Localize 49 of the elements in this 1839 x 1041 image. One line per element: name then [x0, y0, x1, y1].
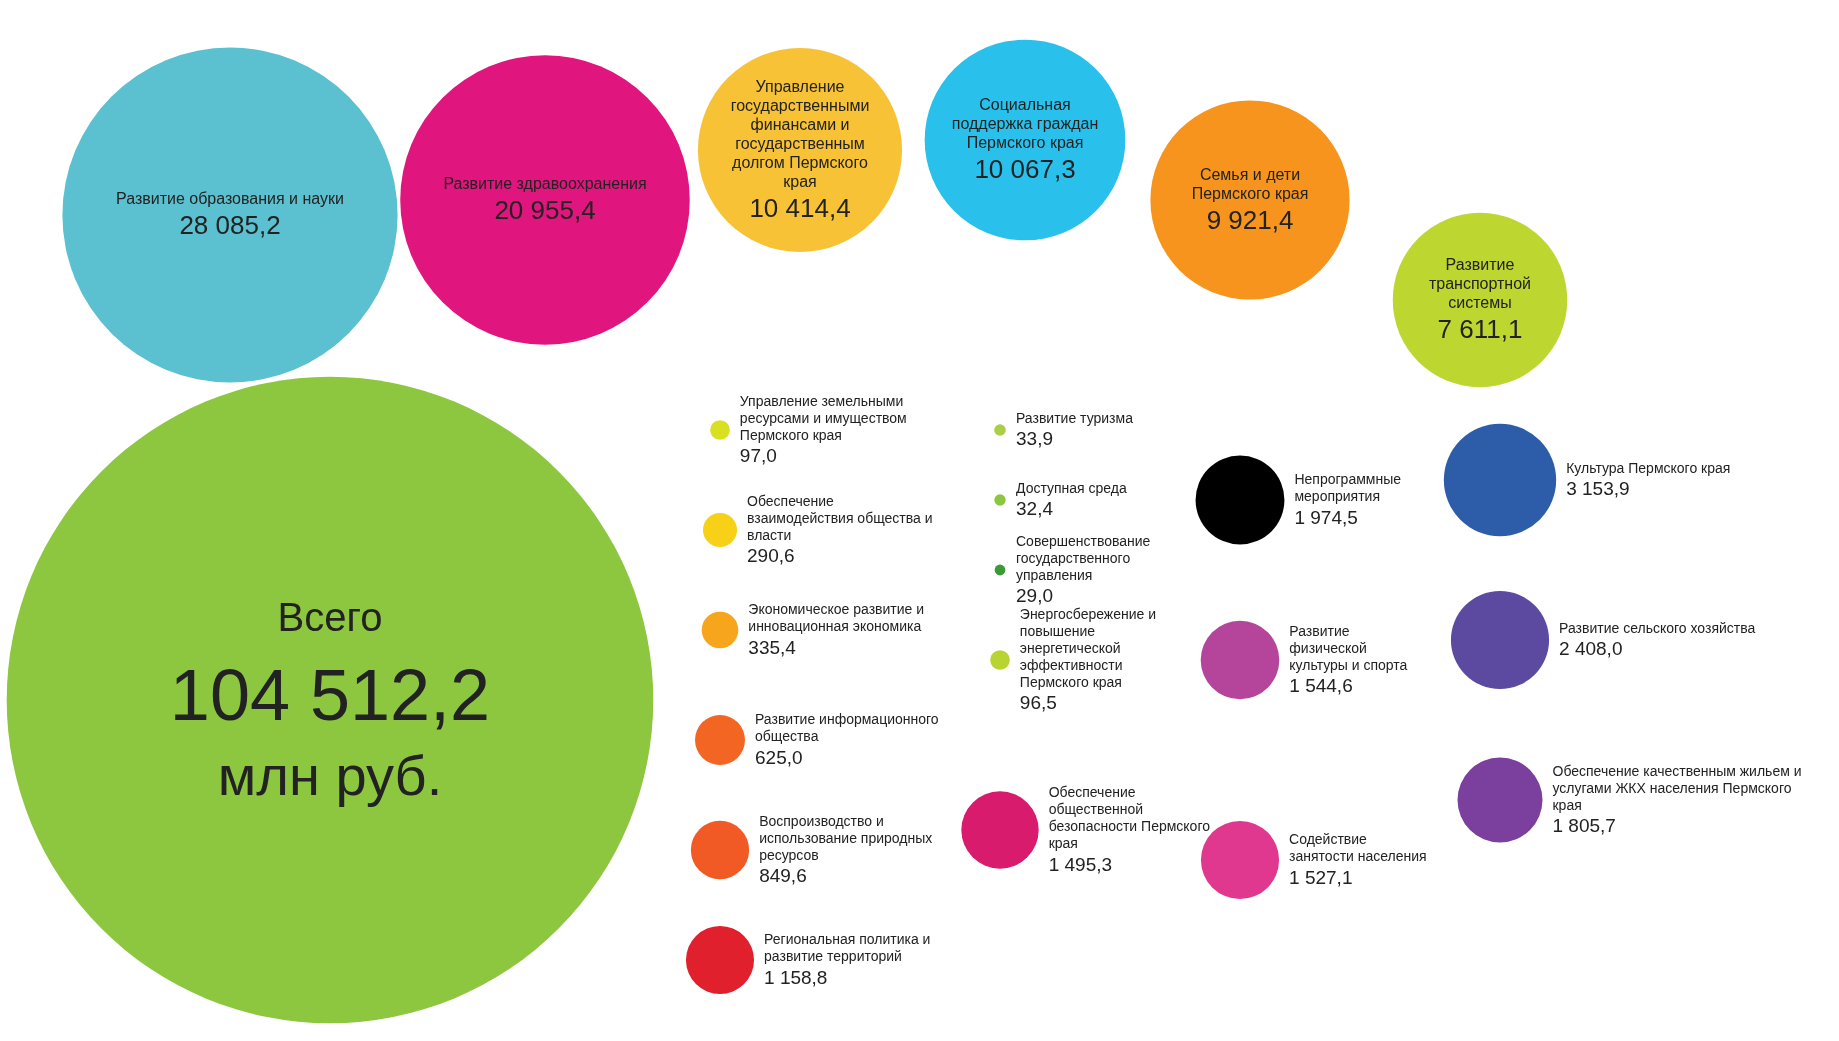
- data-label: 1 974,5: [1294, 506, 1358, 528]
- data-label: 20 955,4: [494, 195, 596, 226]
- category-label: Всего: [277, 595, 383, 640]
- category-label: Развитие туризма: [1016, 409, 1134, 426]
- category-label: Обеспечение качественным жильем и услугами ЖКХ населения Пермского края: [1552, 762, 1802, 813]
- data-label: 1 495,3: [1048, 853, 1113, 875]
- category-label: Развитие сельского хозяйства: [1559, 619, 1756, 636]
- category-label: Развитие образования и науки: [116, 190, 344, 208]
- data-label: 1 805,7: [1552, 815, 1616, 837]
- data-label: 625,0: [755, 746, 803, 768]
- category-label: Обеспечение взаимодействия общества и власти: [747, 492, 933, 543]
- data-label: 29,0: [1016, 585, 1053, 607]
- data-label: 28 085,2: [179, 210, 281, 241]
- data-label: 1 544,6: [1289, 675, 1353, 697]
- data-label: 10 067,3: [974, 154, 1076, 185]
- category-label: Совершенствование государственного управления: [1016, 532, 1151, 583]
- data-label: 335,4: [748, 636, 797, 658]
- data-label: 290,6: [747, 545, 795, 567]
- category-label: Семья и дети Пермского края: [1191, 165, 1309, 202]
- data-label: 33,9: [1016, 428, 1053, 450]
- category-label: Воспроизводство и использование природных ресурсов: [759, 812, 933, 863]
- category-label: Развитие физической культуры и спорта: [1289, 622, 1408, 673]
- data-label: 10 414,4: [749, 192, 851, 223]
- data-label: 3 153,9: [1566, 478, 1630, 500]
- category-label: Развитие транспортной системы: [1428, 256, 1532, 312]
- category-label: Непрограммные мероприятия: [1294, 471, 1402, 505]
- data-label: 32,4: [1016, 498, 1054, 520]
- data-label: 104 512,2: [169, 654, 491, 735]
- category-label: Экономическое развитие и инновационная экономика: [748, 601, 925, 635]
- category-label: Обеспечение общественной безопасности Пермского края: [1048, 784, 1211, 852]
- category-label: Социальная поддержка граждан Пермского края: [951, 96, 1099, 152]
- category-label: Управление государственными финансами и государственным долгом Пермского края: [730, 77, 870, 190]
- data-label: 849,6: [759, 865, 807, 887]
- category-label: Региональная политика и развитие территорий: [764, 931, 931, 965]
- category-label: Развитие здравоохранения: [443, 175, 647, 193]
- category-label: Энергосбережение и повышение энергетической эффективности Пермского края: [1019, 605, 1157, 690]
- text: млн руб.: [217, 744, 443, 808]
- data-label: 9 921,4: [1206, 204, 1294, 235]
- category-label: Доступная среда: [1016, 479, 1127, 496]
- data-label: 1 158,8: [764, 966, 828, 988]
- category-label: Развитие информационного общества: [755, 711, 939, 745]
- category-label: Культура Пермского края: [1566, 459, 1731, 476]
- category-label: Управление земельными ресурсами и имуществом Пермского края: [739, 392, 907, 443]
- data-label: 97,0: [739, 445, 777, 467]
- data-label: 96,5: [1019, 692, 1057, 714]
- category-label: Содействие занятости населения: [1289, 831, 1427, 865]
- data-label: 7 611,1: [1437, 314, 1523, 345]
- data-label: 2 408,0: [1559, 638, 1623, 660]
- data-label: 1 527,1: [1289, 866, 1353, 888]
